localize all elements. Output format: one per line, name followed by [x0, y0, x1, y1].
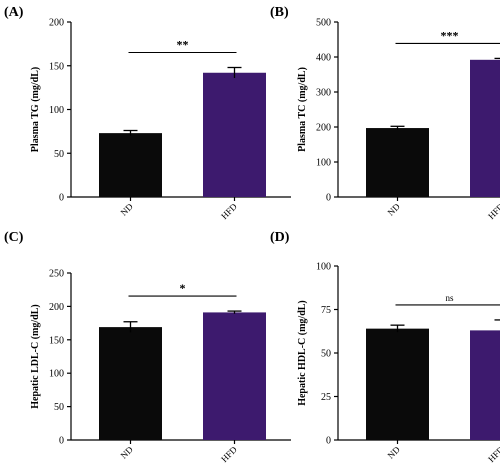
y-tick-label: 50	[54, 149, 64, 160]
bar-hfd	[470, 59, 500, 197]
significance-label: *	[180, 281, 186, 295]
bar-hfd	[470, 330, 500, 440]
x-tick-label: ND	[119, 201, 136, 218]
y-tick-label: 200	[316, 123, 331, 134]
y-tick-label: 100	[316, 158, 331, 169]
y-tick-label: 0	[326, 193, 331, 204]
x-tick-label: ND	[386, 444, 403, 461]
x-tick-label: HFD	[486, 201, 500, 221]
x-tick-label: HFD	[486, 444, 500, 464]
y-tick-label: 150	[49, 61, 64, 72]
significance-label: **	[177, 38, 189, 52]
y-tick-label: 0	[59, 436, 64, 447]
y-tick-label: 500	[316, 18, 331, 29]
y-tick-label: 75	[321, 305, 331, 316]
x-tick-label: HFD	[219, 444, 239, 464]
bar-nd	[366, 328, 429, 440]
x-tick-label: ND	[386, 201, 403, 218]
y-tick-label: 50	[321, 349, 331, 360]
panel-label: (A)	[4, 5, 24, 20]
chart-panel-3: (C) Hepatic LDL-C (mg/dL) 0 50 100 150 200 250 N…	[4, 230, 291, 464]
y-tick-label: 200	[49, 18, 64, 29]
y-axis-title: Hepatic LDL-C (mg/dL)	[30, 304, 41, 408]
y-tick-label: 100	[49, 105, 64, 116]
y-tick-label: 250	[49, 269, 64, 280]
bar-nd	[99, 327, 162, 440]
y-tick-label: 150	[49, 335, 64, 346]
chart-panel-2: (B) Plasma TC (mg/dL) 0 100 200 300 400 500 ND HF…	[270, 5, 500, 221]
significance-label: ***	[441, 28, 459, 42]
y-tick-label: 0	[59, 193, 64, 204]
y-tick-label: 200	[49, 302, 64, 313]
bar-hfd	[203, 312, 266, 440]
y-tick-label: 0	[326, 436, 331, 447]
y-tick-label: 300	[316, 88, 331, 99]
bar-hfd	[203, 72, 266, 197]
y-tick-label: 400	[316, 53, 331, 64]
y-tick-label: 100	[49, 369, 64, 380]
y-axis-title: Plasma TC (mg/dL)	[297, 67, 308, 152]
chart-panel-1: (A) Plasma TG (mg/dL) 0 50 100 150 200 ND HFD **	[4, 5, 291, 221]
x-tick-label: HFD	[219, 201, 239, 221]
bar-nd	[366, 128, 429, 197]
y-tick-label: 100	[316, 262, 331, 273]
y-tick-label: 50	[54, 402, 64, 413]
y-axis-title: Plasma TG (mg/dL)	[30, 67, 41, 152]
bar-nd	[99, 133, 162, 197]
panel-label: (B)	[270, 5, 289, 20]
chart-panel-4: (D) Hepatic HDL-C (mg/dL) 0 25 50 75 100 ND HFD n…	[270, 230, 500, 464]
y-axis-title: Hepatic HDL-C (mg/dL)	[297, 300, 308, 406]
significance-label: ns	[445, 293, 454, 303]
x-tick-label: ND	[119, 444, 136, 461]
panel-label: (C)	[4, 230, 24, 245]
panel-label: (D)	[270, 230, 290, 245]
y-tick-label: 25	[321, 392, 331, 403]
